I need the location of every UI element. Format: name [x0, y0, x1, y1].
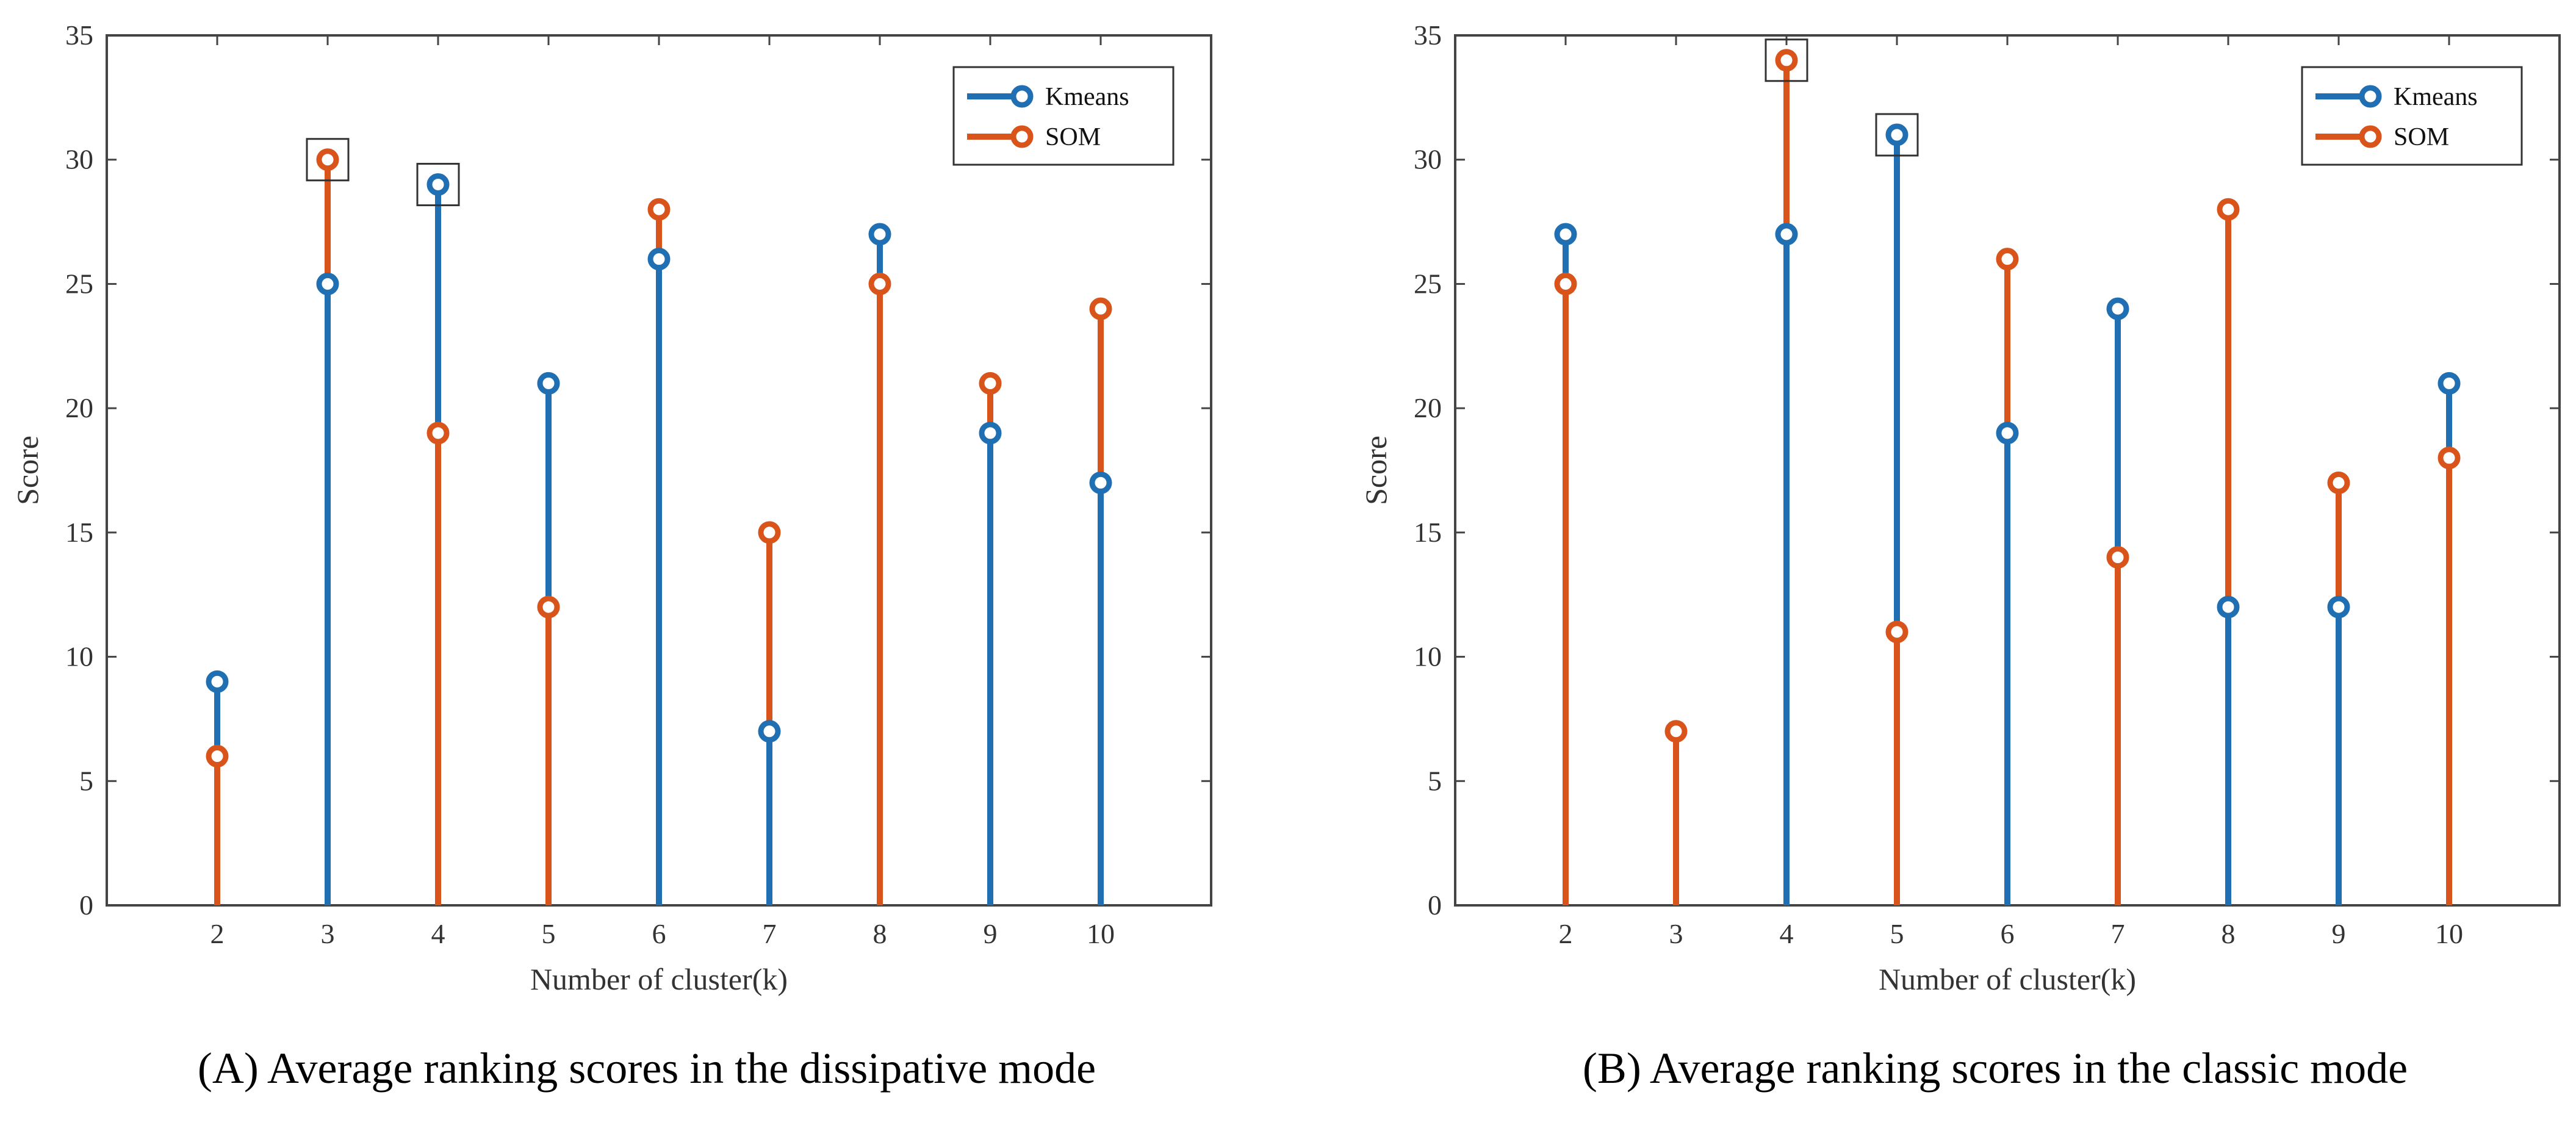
kmeans-marker-k6	[1996, 422, 2019, 445]
x-tick-label: 9	[984, 918, 998, 949]
y-tick-label: 0	[1428, 889, 1442, 921]
som-marker-k9	[979, 372, 1002, 395]
legend-marker-kmeans	[1010, 85, 1034, 108]
x-axis-label: Number of cluster(k)	[530, 962, 788, 996]
x-tick-label: 2	[210, 918, 225, 949]
x-tick-label: 5	[1890, 918, 1904, 949]
kmeans-marker-k10	[2437, 372, 2461, 395]
x-tick-label: 3	[1669, 918, 1683, 949]
x-tick-label: 8	[873, 918, 887, 949]
legend-box	[2301, 66, 2523, 166]
y-tick-label: 5	[1428, 765, 1442, 796]
som-marker-k2	[206, 745, 229, 768]
som-marker-k10	[2437, 447, 2461, 470]
y-tick-label: 20	[65, 392, 93, 423]
y-axis-label: Score	[10, 436, 45, 505]
x-tick-label: 10	[1087, 918, 1115, 949]
y-tick-label: 25	[1414, 268, 1442, 299]
legend-marker-som	[1010, 125, 1034, 148]
som-marker-k7	[758, 521, 781, 544]
kmeans-marker-k8	[868, 223, 891, 246]
x-tick-label: 7	[2111, 918, 2125, 949]
som-marker-k5	[537, 595, 560, 619]
x-tick-label: 9	[2332, 918, 2346, 949]
som-marker-k9	[2327, 471, 2350, 494]
chart-panel-a: 0 5 10 15 20 25 30 35 2 3 4 5 6 7 8 9 10 Number of cluste…	[0, 0, 1228, 1128]
som-marker-k3	[1664, 720, 1688, 743]
x-tick-label: 4	[431, 918, 445, 949]
kmeans-marker-k9	[979, 422, 1002, 445]
som-marker-k5	[1885, 620, 1909, 644]
kmeans-marker-k2	[206, 670, 229, 693]
x-tick-label: 5	[542, 918, 556, 949]
x-tick-label: 2	[1559, 918, 1573, 949]
y-tick-label: 30	[1414, 144, 1442, 175]
kmeans-marker-k9	[2327, 595, 2350, 619]
legend-label-kmeans: Kmeans	[2394, 83, 2478, 111]
kmeans-marker-k6	[647, 248, 671, 271]
y-tick-label: 10	[65, 641, 93, 672]
legend-marker-kmeans	[2359, 85, 2382, 108]
kmeans-marker-k10	[1089, 471, 1112, 494]
highlight-box-1	[416, 162, 460, 206]
stem-chart-a: 0 5 10 15 20 25 30 35 2 3 4 5 6 7 8 9 10 Number of cluste…	[10, 20, 1212, 1093]
y-axis-label: Score	[1359, 436, 1393, 505]
y-tick-label: 25	[65, 268, 93, 299]
y-tick-label: 10	[1414, 641, 1442, 672]
x-tick-label: 6	[652, 918, 666, 949]
som-marker-k7	[2106, 546, 2129, 569]
legend-label-kmeans: Kmeans	[1045, 83, 1129, 111]
x-tick-label: 10	[2435, 918, 2463, 949]
kmeans-marker-k7	[758, 720, 781, 743]
som-marker-k4	[1775, 49, 1798, 72]
y-tick-label: 5	[79, 765, 93, 796]
som-marker-k6	[1996, 248, 2019, 271]
chart-caption: (A) Average ranking scores in the dissip…	[198, 1044, 1096, 1093]
kmeans-marker-k8	[2217, 595, 2240, 619]
som-marker-k10	[1089, 297, 1112, 320]
legend-marker-som	[2359, 125, 2382, 148]
kmeans-marker-k3	[316, 272, 339, 295]
y-tick-label: 35	[1414, 20, 1442, 51]
kmeans-marker-k5	[1885, 123, 1909, 146]
x-tick-label: 7	[763, 918, 777, 949]
legend-box	[952, 66, 1175, 166]
som-marker-k4	[426, 422, 450, 445]
highlight-box-0	[1765, 38, 1808, 82]
som-marker-k2	[1554, 272, 1577, 295]
y-tick-label: 15	[65, 517, 93, 548]
legend-label-som: SOM	[2394, 123, 2449, 151]
kmeans-marker-k4	[426, 173, 450, 196]
y-tick-label: 0	[79, 889, 93, 921]
chart-caption: (B) Average ranking scores in the classi…	[1583, 1044, 2408, 1093]
som-marker-k3	[316, 148, 339, 171]
y-tick-label: 20	[1414, 392, 1442, 423]
som-marker-k6	[647, 198, 671, 221]
kmeans-marker-k4	[1775, 223, 1798, 246]
y-tick-label: 35	[65, 20, 93, 51]
kmeans-marker-k5	[537, 372, 560, 395]
kmeans-marker-k7	[2106, 297, 2129, 320]
som-marker-k8	[2217, 198, 2240, 221]
y-tick-label: 15	[1414, 517, 1442, 548]
highlight-box-1	[1875, 113, 1919, 157]
kmeans-marker-k2	[1554, 223, 1577, 246]
x-tick-label: 6	[2001, 918, 2015, 949]
y-tick-label: 30	[65, 144, 93, 175]
x-tick-label: 8	[2222, 918, 2236, 949]
stem-chart-b: 0 5 10 15 20 25 30 35 2 3 4 5 6 7 8 9 10 Number of cluste…	[1359, 20, 2561, 1093]
highlight-box-0	[306, 138, 350, 182]
legend-label-som: SOM	[1045, 123, 1101, 151]
som-marker-k8	[868, 272, 891, 295]
x-tick-label: 4	[1780, 918, 1794, 949]
x-tick-label: 3	[321, 918, 335, 949]
chart-panel-b: 0 5 10 15 20 25 30 35 2 3 4 5 6 7 8 9 10 Number of cluste…	[1348, 0, 2576, 1128]
x-axis-label: Number of cluster(k)	[1879, 962, 2136, 996]
